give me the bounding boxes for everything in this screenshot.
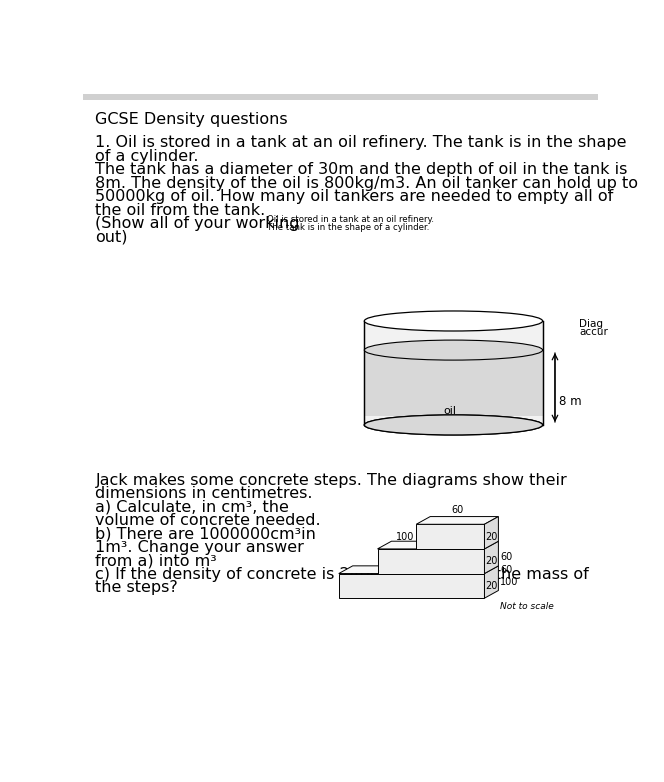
Text: the oil from the tank.: the oil from the tank.: [96, 203, 266, 218]
Text: c) If the density of concrete is 2400kg/m³ what is the mass of: c) If the density of concrete is 2400kg/…: [96, 567, 589, 582]
Text: b) There are 1000000cm³in: b) There are 1000000cm³in: [96, 526, 316, 542]
Text: of a cylinder.: of a cylinder.: [96, 149, 199, 164]
Ellipse shape: [365, 415, 542, 435]
Text: 20: 20: [485, 532, 497, 542]
Ellipse shape: [365, 415, 542, 435]
Text: dimensions in centimetres.: dimensions in centimetres.: [96, 486, 313, 501]
Polygon shape: [485, 566, 499, 598]
Text: (Show all of your working: (Show all of your working: [96, 217, 300, 231]
Text: 50000kg of oil. How many oil tankers are needed to empty all of: 50000kg of oil. How many oil tankers are…: [96, 189, 614, 204]
Text: 1m³. Change your answer: 1m³. Change your answer: [96, 540, 304, 555]
Bar: [365, 321, 542, 425]
Ellipse shape: [365, 311, 542, 331]
Text: 100: 100: [500, 577, 519, 587]
Polygon shape: [378, 549, 485, 573]
Text: Diag: Diag: [579, 319, 603, 328]
Polygon shape: [416, 517, 499, 524]
Text: Oil is stored in a tank at an oil refinery.: Oil is stored in a tank at an oil refine…: [268, 216, 434, 224]
Text: 60: 60: [500, 552, 512, 562]
Polygon shape: [485, 541, 499, 573]
Text: oil: oil: [443, 406, 456, 416]
Text: The tank has a diameter of 30m and the depth of oil in the tank is: The tank has a diameter of 30m and the d…: [96, 163, 627, 178]
Polygon shape: [339, 566, 499, 573]
Text: 8 m: 8 m: [559, 395, 582, 408]
Text: 20: 20: [485, 581, 497, 591]
Text: 1. Oil is stored in a tank at an oil refinery. The tank is in the shape: 1. Oil is stored in a tank at an oil ref…: [96, 135, 627, 150]
Text: Not to scale: Not to scale: [500, 602, 554, 611]
Polygon shape: [339, 573, 485, 598]
Text: accur: accur: [579, 327, 608, 337]
Text: 8m. The density of the oil is 800kg/m3. An oil tanker can hold up to: 8m. The density of the oil is 800kg/m3. …: [96, 176, 638, 191]
Text: 60: 60: [452, 505, 463, 515]
Polygon shape: [416, 524, 485, 549]
Bar: [365, 350, 542, 417]
Text: Jack makes some concrete steps. The diagrams show their: Jack makes some concrete steps. The diag…: [96, 472, 567, 488]
Text: 20: 20: [485, 556, 497, 566]
Text: out): out): [96, 230, 128, 245]
Polygon shape: [485, 517, 499, 549]
Text: volume of concrete needed.: volume of concrete needed.: [96, 513, 321, 528]
Text: from a) into m³: from a) into m³: [96, 554, 217, 569]
Ellipse shape: [365, 340, 542, 360]
Text: 100: 100: [396, 532, 414, 542]
Text: The tank is in the shape of a cylinder.: The tank is in the shape of a cylinder.: [268, 223, 430, 232]
Text: a) Calculate, in cm³, the: a) Calculate, in cm³, the: [96, 500, 290, 515]
Polygon shape: [378, 541, 499, 549]
Text: GCSE Density questions: GCSE Density questions: [96, 113, 288, 127]
Bar: [83, 94, 598, 100]
Text: 60: 60: [500, 565, 512, 575]
Text: the steps?: the steps?: [96, 580, 178, 595]
